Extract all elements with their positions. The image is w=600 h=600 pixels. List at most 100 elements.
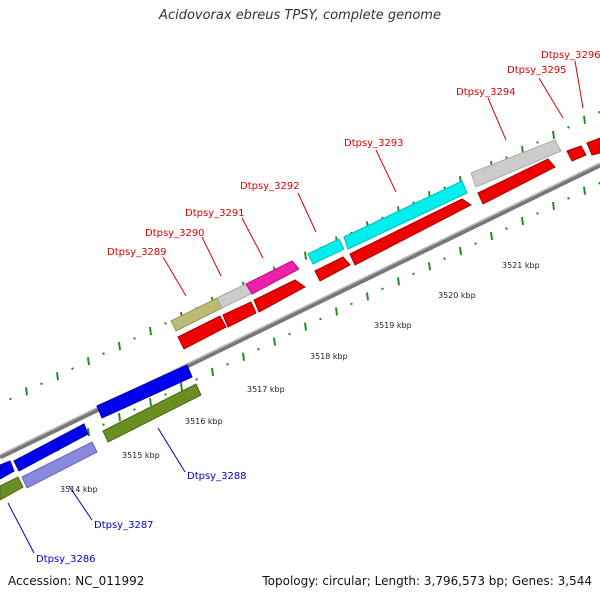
tick-mark [149,397,152,407]
scale-label: 3518 kbp [310,352,348,361]
tick-dot [71,367,74,370]
tick-mark [242,352,245,361]
scale-label: 3515 kbp [122,451,160,460]
tick-dot [536,212,539,215]
scale-label: 3521 kbp [502,261,540,270]
tick-dot [102,352,105,355]
gene-Dtpsy_3291[interactable] [245,260,300,295]
tick-mark [459,247,462,256]
tick-mark [118,412,121,422]
tick-mark [87,357,90,366]
top-gene-labels: Dtpsy_3289 Dtpsy_3290 Dtpsy_3291 Dtpsy_3… [107,50,600,297]
gene-label[interactable]: Dtpsy_3288 [187,471,247,482]
tick-dot [9,397,12,401]
lower-cds-genes [0,364,193,480]
gene-Dtpsy_3292[interactable] [307,238,345,265]
cds-Dtpsy_3287[interactable] [13,423,89,472]
gene-label[interactable]: Dtpsy_3289 [107,247,167,258]
gene-label[interactable]: Dtpsy_3286 [36,554,96,565]
leader-line [68,485,93,521]
genome-backbone-highlight [0,162,600,456]
gene-label[interactable]: Dtpsy_3291 [185,208,245,219]
gene-Dtpsy_3288[interactable] [102,383,202,443]
tick-mark [335,307,338,316]
cds-Dtpsy_3295[interactable] [566,145,587,162]
cds-Dtpsy_3290[interactable] [222,301,257,328]
scale-label: 3519 kbp [374,321,412,330]
leader-line [375,149,397,193]
tick-mark [366,292,369,301]
gene-label[interactable]: Dtpsy_3293 [344,138,404,149]
gene-Dtpsy_3287[interactable] [21,441,98,489]
tick-mark [180,382,183,392]
scale-label: 3516 kbp [185,417,223,426]
tick-dot [474,242,477,245]
cds-Dtpsy_3289[interactable] [177,315,227,350]
cds-Dtpsy_3288[interactable] [96,364,193,419]
leader-line [7,502,35,554]
cds-Dtpsy_3294[interactable] [477,158,556,205]
tick-dot [350,302,353,306]
tick-mark [149,326,152,336]
gene-Dtpsy_3293[interactable] [343,180,468,250]
tick-mark [583,186,586,195]
gene-label[interactable]: Dtpsy_3290 [145,228,205,239]
tick-dot [133,337,136,340]
cds-Dtpsy_3286[interactable] [0,460,15,480]
map-title: Acidovorax ebreus TPSY, complete genome [159,8,441,23]
tick-mark [583,115,586,124]
upper-cds-genes [177,137,600,350]
leader-line [574,60,584,109]
bottom-gene-labels: Dtpsy_3286 Dtpsy_3287 Dtpsy_3288 [7,427,247,565]
gene-Dtpsy_3294[interactable] [470,139,562,188]
leader-line [201,236,222,277]
scale-label: 3520 kbp [438,291,476,300]
tick-dot [102,423,105,426]
leader-line [538,77,564,119]
tick-dot [412,272,415,275]
cds-Dtpsy_3293[interactable] [349,198,472,266]
tick-mark [490,231,493,241]
lower-colored-genes [0,383,202,501]
genome-backbone [0,162,600,460]
leader-line [487,97,507,141]
tick-dot [567,126,570,129]
tick-mark [25,387,28,396]
scale-labels: 3514 kbp 3515 kbp 3516 kbp 3517 kbp 3518… [60,261,540,494]
cds-Dtpsy_3292[interactable] [314,256,351,282]
gene-label[interactable]: Dtpsy_3295 [507,65,567,76]
tick-dot [319,317,322,321]
tick-dot [133,408,136,411]
tick-mark [273,337,276,346]
tick-dot [381,287,384,291]
tick-dot [505,227,508,230]
tick-mark [397,277,400,286]
tick-mark [552,130,555,139]
tick-dot [536,141,539,144]
scale-label: 3517 kbp [247,385,285,394]
tick-dot [505,156,508,159]
leader-line [297,192,317,233]
tick-dot [164,393,167,396]
gene-label[interactable]: Dtpsy_3287 [94,520,154,531]
tick-mark [304,322,307,331]
tick-dot [195,378,198,381]
leader-line [157,427,186,473]
tick-mark [87,428,90,437]
tick-mark [304,251,307,260]
tick-dot [288,332,291,336]
gene-label[interactable]: Dtpsy_3294 [456,87,516,98]
tick-dot [567,197,570,200]
gene-label[interactable]: Dtpsy_3292 [240,181,300,192]
tick-mark [56,372,59,381]
tick-dot [226,363,229,366]
gene-label[interactable]: Dtpsy_3296 [541,50,600,61]
tick-dot [443,257,446,260]
gene-Dtpsy_3286[interactable] [0,476,24,501]
cds-Dtpsy_3296[interactable] [586,137,600,156]
tick-mark [428,262,431,271]
cds-Dtpsy_3291[interactable] [253,279,306,313]
genome-summary-text: Topology: circular; Length: 3,796,573 bp… [262,574,592,588]
tick-mark [211,367,214,376]
